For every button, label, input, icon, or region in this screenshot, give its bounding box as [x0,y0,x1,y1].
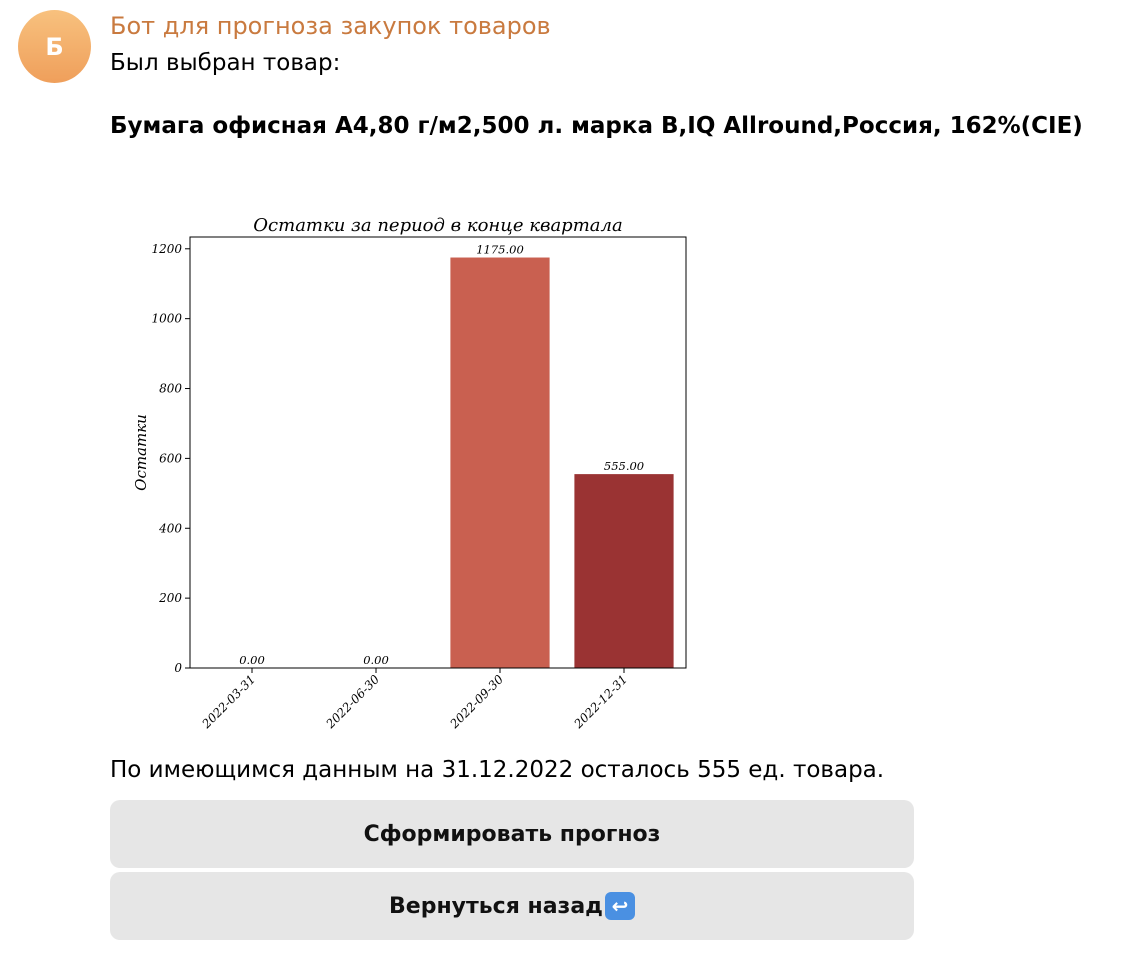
x-tick-label: 2022-03-31 [199,672,259,732]
return-arrow-icon: ↩ [604,892,635,920]
x-tick-label: 2022-12-31 [571,672,631,732]
y-tick-label: 600 [159,451,182,465]
y-axis-label: Остатки [132,414,150,491]
bar-value-label: 0.00 [363,653,389,667]
y-tick-label: 1200 [151,242,182,256]
forecast-button-label: Сформировать прогноз [363,821,661,847]
avatar-letter: Б [45,32,64,61]
bar [574,474,674,668]
forecast-button[interactable]: Сформировать прогноз [110,800,914,868]
bar-value-label: 0.00 [239,653,265,667]
y-tick-label: 0 [174,661,182,675]
back-button[interactable]: Вернуться назад ↩ [110,872,914,940]
sender-name[interactable]: Бот для прогноза закупок товаров [110,12,551,40]
stock-chart: Остатки за период в конце квартала Остатк… [118,205,718,745]
x-tick-label: 2022-09-30 [447,672,507,732]
y-tick-label: 200 [158,591,182,605]
message-line: Был выбран товар: [110,50,341,76]
x-tick-label: 2022-06-30 [323,672,383,732]
bar-value-label: 1175.00 [476,243,524,257]
back-button-label: Вернуться назад [389,893,603,919]
chart-title: Остатки за период в конце квартала [253,215,622,236]
y-tick-label: 1000 [151,312,182,326]
summary-text: По имеющимся данным на 31.12.2022 остало… [110,757,885,783]
y-tick-label: 800 [159,382,182,396]
chart-svg: Остатки за период в конце квартала Остатк… [132,215,687,732]
plot-frame [189,236,687,669]
y-tick-label: 400 [158,521,182,535]
bar-value-label: 555.00 [604,459,644,473]
bar [450,257,550,668]
product-name: Бумага офисная А4,80 г/м2,500 л. марка В… [110,113,1083,139]
bot-avatar[interactable]: Б [18,10,91,83]
